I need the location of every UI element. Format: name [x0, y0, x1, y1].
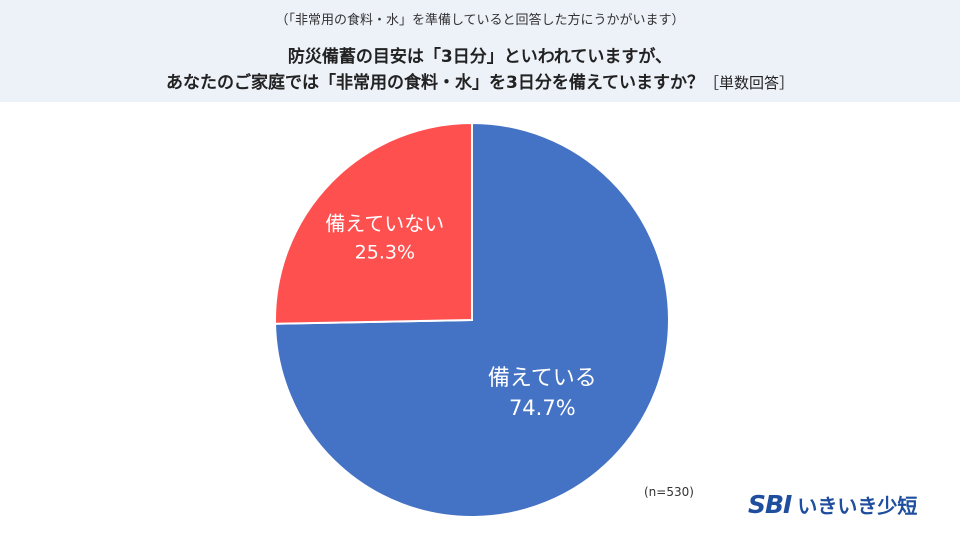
chart-title: 防災備蓄の目安は「3日分」といわれていますが、 あなたのご家庭では「非常用の食料… — [0, 44, 960, 96]
slice-label-not-prepared: 備えていない — [325, 211, 444, 235]
slice-label-prepared: 備えている — [488, 366, 597, 391]
sample-size-label: (n=530) — [644, 485, 694, 499]
company-logo: SBI いきいき少短 — [748, 486, 948, 522]
logo-company-name: いきいき少短 — [797, 493, 918, 518]
slice-value-not-prepared: 25.3% — [355, 241, 415, 263]
answer-type-label: ［単数回答］ — [703, 74, 794, 92]
header-band: （「非常用の食料・水」を準備していると回答した方にうかがいます） 防災備蓄の目安… — [0, 0, 960, 102]
title-line-1: 防災備蓄の目安は「3日分」といわれていますが、 — [287, 47, 673, 67]
title-line-2-text: あなたのご家庭では「非常用の食料・水」を3日分を備えていますか？ — [166, 73, 704, 93]
title-line-2: あなたのご家庭では「非常用の食料・水」を3日分を備えていますか？［単数回答］ — [0, 70, 960, 96]
slice-value-prepared: 74.7% — [509, 396, 576, 420]
pie-slice-not-prepared — [274, 121, 473, 325]
chart-subtitle: （「非常用の食料・水」を準備していると回答した方にうかがいます） — [275, 13, 685, 28]
logo-sbi-text: SBI — [748, 489, 792, 519]
